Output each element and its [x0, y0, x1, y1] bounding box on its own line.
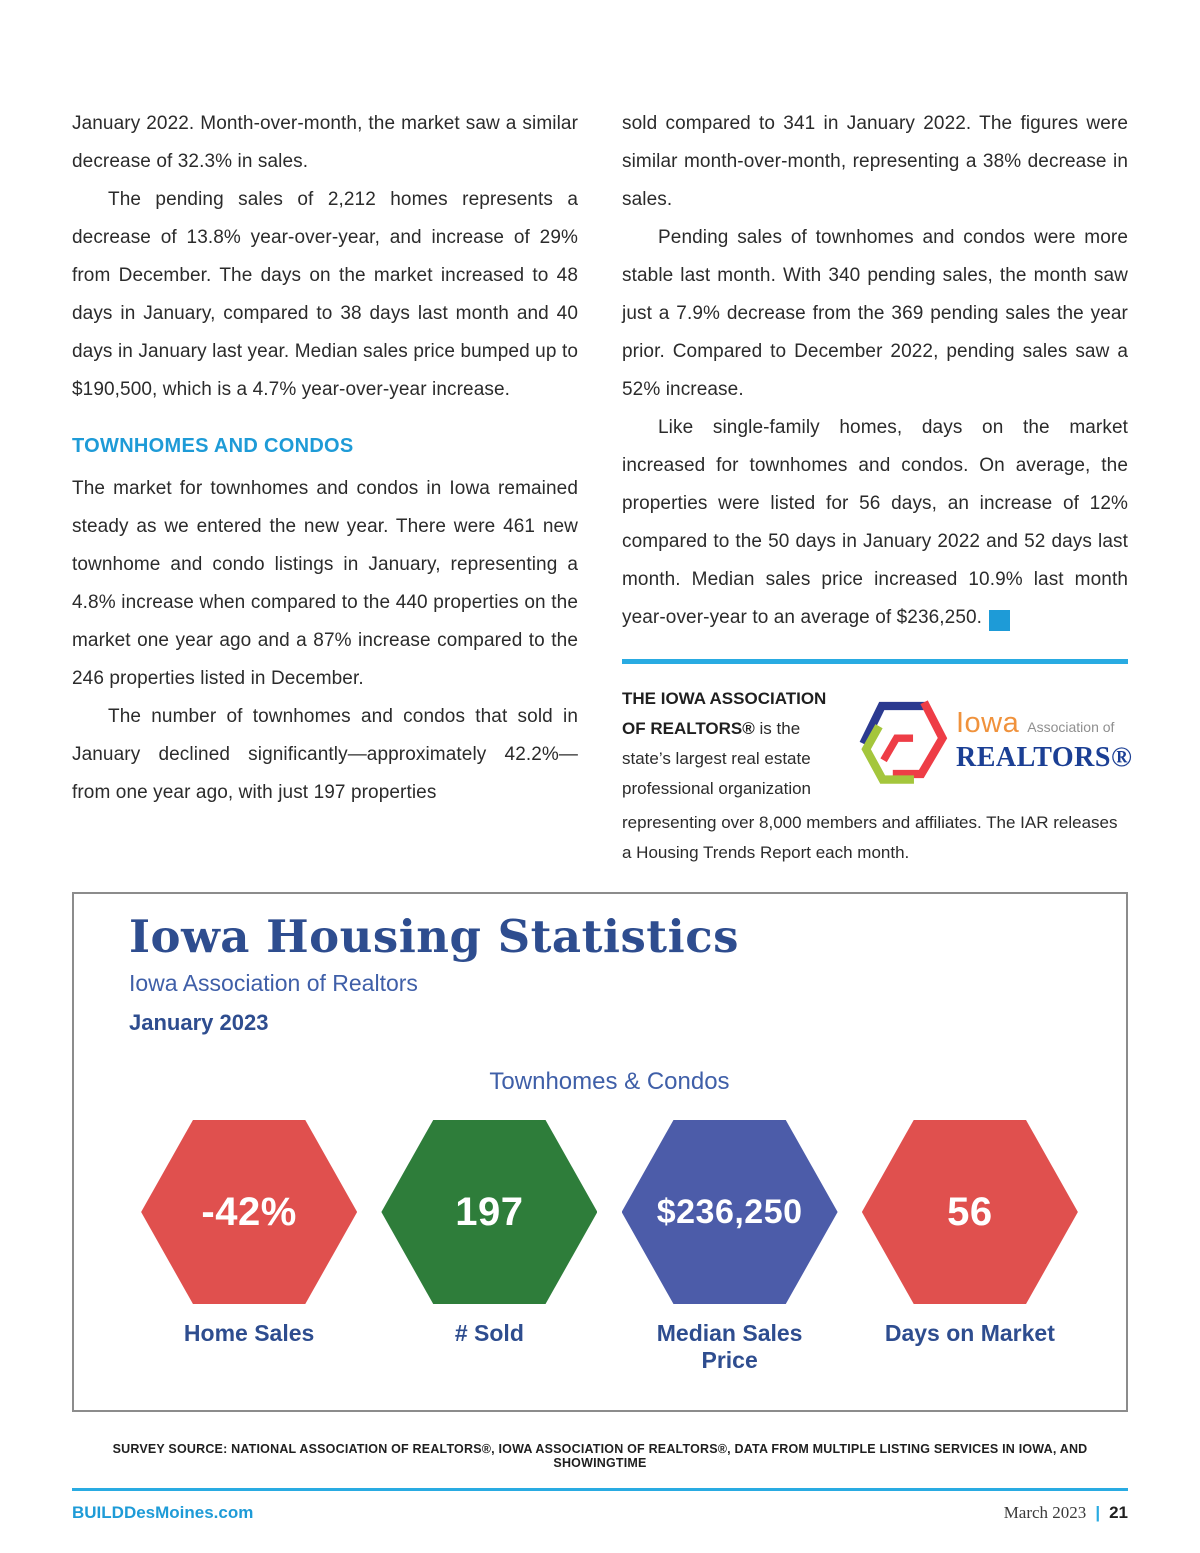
logo-realtors-text: REALTORS®	[956, 741, 1133, 773]
infographic-title: Iowa Housing Statistics	[129, 910, 739, 963]
hexagon-median-sales-price: $236,250	[621, 1120, 838, 1304]
stats-row: -42% Home Sales 197 # Sold $236,250 Medi…	[129, 1120, 1090, 1374]
paragraph: Like single-family homes, days on the ma…	[622, 409, 1128, 637]
footer-date: March 2023	[1003, 1503, 1087, 1522]
infographic-subtitle: Iowa Association of Realtors	[129, 970, 418, 996]
left-column: January 2022. Month-over-month, the mark…	[72, 105, 578, 868]
article-columns: January 2022. Month-over-month, the mark…	[72, 105, 1132, 868]
survey-source-note: SURVEY SOURCE: NATIONAL ASSOCIATION OF R…	[112, 1442, 1088, 1470]
stat-home-sales: -42% Home Sales	[129, 1120, 369, 1374]
footer-site-name: BUILDDesMoines.com	[72, 1503, 254, 1522]
about-row: THE IOWA ASSOCIATION OF REALTORS® is the…	[622, 684, 1132, 804]
infographic-category: Townhomes & Condos	[489, 1068, 730, 1095]
stat-label-days-on-market: Days on Market	[884, 1320, 1055, 1346]
iar-hexagon-logo-icon	[859, 700, 948, 784]
about-text: THE IOWA ASSOCIATION OF REALTORS® is the…	[622, 684, 842, 804]
iowa-housing-statistics-infographic: Iowa Housing Statistics Iowa Association…	[72, 892, 1128, 1412]
paragraph: The pending sales of 2,212 homes represe…	[72, 189, 578, 400]
about-bold-intro: THE IOWA ASSOCIATION OF REALTORS®	[622, 689, 827, 738]
about-text-continued: representing over 8,000 members and affi…	[622, 813, 1118, 862]
paragraph: The number of townhomes and condos that …	[72, 706, 578, 803]
stat-label-median-sales-price: Median Sales Price	[656, 1320, 803, 1373]
section-heading-townhomes-condos: TOWNHOMES AND CONDOS	[72, 435, 354, 457]
section-divider	[622, 659, 1128, 664]
stat-num-sold: 197 # Sold	[369, 1120, 609, 1374]
about-text-start: is the state’s largest real estate profe…	[622, 719, 812, 798]
logo-iowa-text: Iowa	[956, 706, 1020, 739]
paragraph: The market for townhomes and condos in I…	[72, 478, 578, 689]
iar-logo-text: Iowa Association of REALTORS®	[956, 707, 1132, 774]
about-iar-section: THE IOWA ASSOCIATION OF REALTORS® is the…	[622, 684, 1132, 868]
paragraph: Pending sales of townhomes and condos we…	[622, 227, 1128, 400]
hexagon-days-on-market: 56	[861, 1120, 1078, 1304]
page-footer: BUILDDesMoines.com March 2023 | 21	[72, 1488, 1128, 1523]
stat-median-sales-price: $236,250 Median Sales Price	[610, 1120, 850, 1374]
infographic-date: January 2023	[129, 1010, 269, 1035]
stat-days-on-market: 56 Days on Market	[850, 1120, 1090, 1374]
paragraph-text: Like single-family homes, days on the ma…	[622, 417, 1128, 628]
stat-label-num-sold: # Sold	[454, 1320, 524, 1346]
footer-right: March 2023 | 21	[1004, 1503, 1128, 1523]
right-column: sold compared to 341 in January 2022. Th…	[622, 105, 1132, 868]
article-end-mark-icon: B	[989, 610, 1035, 631]
logo-association-text: Association of	[1027, 718, 1115, 735]
paragraph: January 2022. Month-over-month, the mark…	[72, 113, 578, 172]
hexagon-num-sold: 197	[381, 1120, 598, 1304]
paragraph: sold compared to 341 in January 2022. Th…	[622, 113, 1128, 210]
footer-page-number: 21	[1109, 1503, 1128, 1522]
footer-separator: |	[1095, 1503, 1101, 1522]
hexagon-home-sales: -42%	[141, 1120, 358, 1304]
iar-logo: Iowa Association of REALTORS®	[856, 684, 1132, 786]
iar-logo-line1: Iowa Association of	[956, 707, 1132, 740]
stat-label-home-sales: Home Sales	[183, 1320, 315, 1346]
